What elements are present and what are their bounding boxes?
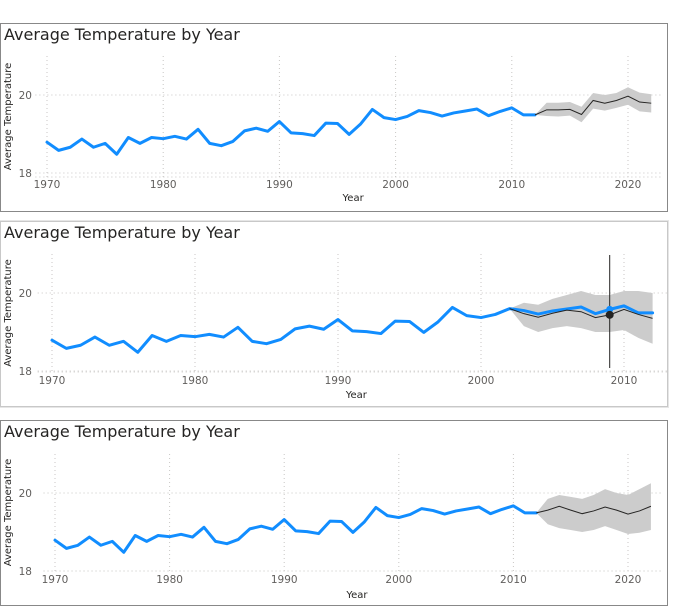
- y-tick-label: 20: [19, 90, 32, 102]
- chart-panel-1[interactable]: Average Temperature by Year 1970 1980 1990…: [0, 23, 668, 212]
- y-axis-title: Average Temperature: [3, 259, 14, 367]
- x-tick-label: 2000: [468, 375, 495, 387]
- y-axis-title: Average Temperature: [3, 459, 14, 567]
- forecast-confidence-band: [535, 87, 652, 123]
- chart-svg[interactable]: 1970 1980 1990 2000 2010 20201820YearAverage …: [1, 421, 667, 605]
- x-tick-label: 2020: [615, 179, 642, 191]
- y-tick-label: 18: [19, 168, 32, 180]
- x-tick-label: 1970: [42, 574, 69, 586]
- x-axis-title: Year: [345, 590, 368, 601]
- forecast-series-line: [509, 308, 653, 319]
- chart-panel-2[interactable]: Average Temperature by Year 1970 1980 1990…: [0, 221, 668, 407]
- forecast-series-line: [536, 505, 652, 515]
- y-tick-label: 18: [19, 366, 32, 378]
- x-axis-title: Year: [345, 390, 368, 401]
- x-tick-label: 1970: [39, 375, 66, 387]
- chart-title: Average Temperature by Year: [4, 25, 240, 44]
- x-tick-label: 2000: [385, 574, 412, 586]
- chart-title: Average Temperature by Year: [4, 422, 240, 441]
- x-tick-label: 1980: [150, 179, 177, 191]
- y-tick-label: 20: [19, 488, 32, 500]
- forecast-series-line: [534, 95, 652, 116]
- y-tick-label: 18: [19, 566, 32, 578]
- actual-series-line: [50, 304, 655, 354]
- forecast-confidence-band: [509, 291, 653, 344]
- y-axis-title: Average Temperature: [3, 63, 14, 171]
- y-tick-label: 20: [19, 288, 32, 300]
- chart-panel-3[interactable]: Average Temperature by Year 1970 1980 1990…: [0, 420, 668, 606]
- hover-point-forecast: [605, 310, 614, 319]
- x-tick-label: 1980: [182, 375, 209, 387]
- x-tick-label: 1990: [266, 179, 293, 191]
- x-tick-label: 2000: [382, 179, 409, 191]
- x-tick-label: 1990: [271, 574, 298, 586]
- x-tick-label: 1990: [325, 375, 352, 387]
- x-tick-label: 1970: [34, 179, 61, 191]
- chart-title: Average Temperature by Year: [4, 223, 240, 242]
- x-axis-title: Year: [342, 193, 365, 204]
- hover-point-actual: [606, 305, 614, 313]
- x-tick-label: 2010: [500, 574, 527, 586]
- actual-series-line: [45, 106, 537, 156]
- x-tick-label: 2020: [615, 574, 642, 586]
- actual-series-line: [53, 504, 538, 554]
- x-tick-label: 2010: [611, 375, 638, 387]
- x-tick-label: 2010: [498, 179, 525, 191]
- x-tick-label: 1980: [156, 574, 183, 586]
- chart-svg[interactable]: 1970 1980 1990 2000 2010 20201820YearAverage …: [1, 24, 667, 211]
